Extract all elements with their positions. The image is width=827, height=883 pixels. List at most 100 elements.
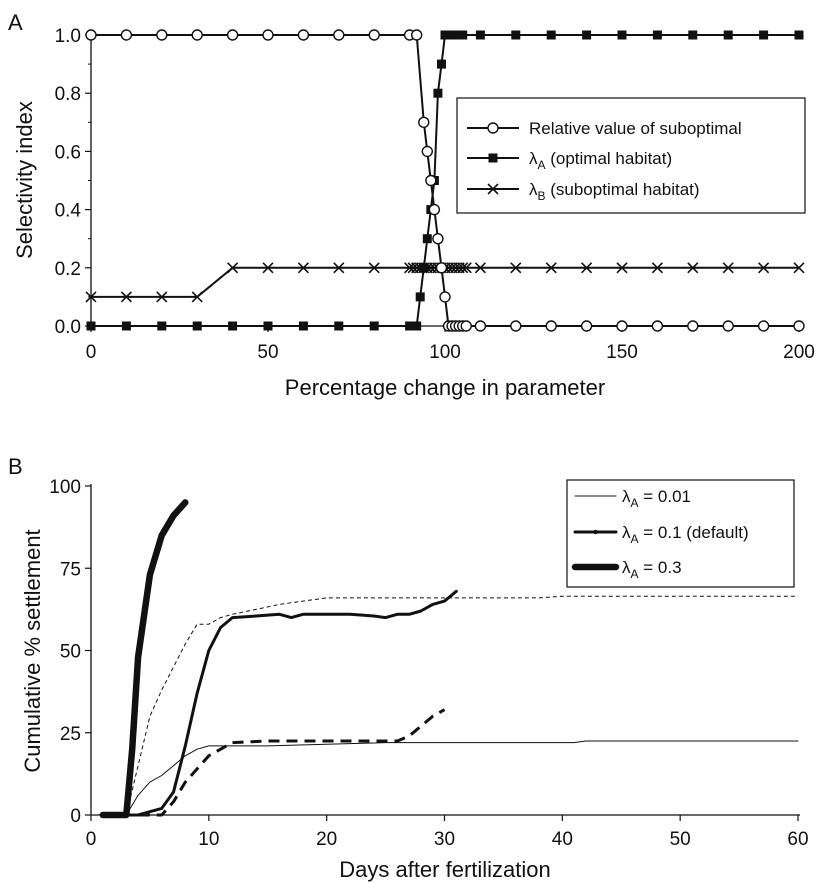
panel-a-data-point [511,30,521,40]
panel-a-data-point [425,174,437,187]
panel-a-legend-label: Relative value of suboptimal [529,119,742,138]
panel-a-data-point [156,291,168,303]
panel-a-data-point [297,29,310,41]
panel-a-legend-label: λA (optimal habitat) [529,149,672,172]
panel-b-y-tick-label: 100 [49,477,81,498]
panel-a-data-point [545,262,557,274]
panel-a-data-point [412,321,422,331]
panel-a-data-point [475,30,485,40]
panel-a-data-point [191,291,203,303]
panel-a-data-point [582,30,592,40]
panel-b: B Cumulative % settlement Days after fer… [8,454,809,882]
panel-b-series-line-0 [102,740,799,816]
panel-b-x-tick-label: 40 [552,829,573,850]
panel-a-data-point [581,262,593,274]
panel-a: A Selectivity index Percentage change in… [8,10,815,400]
panel-a-data-point [758,262,770,274]
panel-a-data-point [333,262,345,274]
panel-a-data-point [334,321,344,331]
panel-a-series [85,29,805,332]
panel-a-data-point [262,29,274,41]
panel-a-data-point [120,291,132,303]
panel-a-data-point [368,262,380,274]
panel-a-data-point [435,262,448,274]
panel-b-x-tick-label: 0 [86,829,97,850]
panel-a-legend-label-text: (suboptimal habitat) [546,180,700,199]
panel-a-data-point [457,262,469,274]
panel-a-x-tick-label: 100 [429,342,461,363]
panel-a-y-tick-label: 1.0 [55,26,81,47]
panel-a-data-point [415,292,425,302]
panel-a-data-point [439,291,451,303]
panel-a-y-tick-label: 0.2 [55,259,81,280]
panel-b-legend-dot [593,529,598,535]
panel-a-data-point [298,321,308,331]
panel-a-y-tick-label: 0.6 [55,142,81,163]
panel-b-legend-label-text: = 0.1 (default) [639,523,749,542]
panel-a-x-tick-label: 200 [783,342,815,363]
panel-b-x-tick-label: 60 [787,829,808,850]
panel-a-data-point [85,291,97,303]
panel-a-data-point [793,320,805,332]
panel-a-data-point [688,30,698,40]
panel-a-data-point [433,88,443,98]
panel-a-data-point [419,263,429,273]
panel-a-data-point [616,320,628,332]
panel-a-data-point [652,30,662,40]
panel-a-data-point [474,262,486,274]
panel-a-data-point [651,262,663,274]
panel-b-x-tick-label: 30 [434,829,455,850]
panel-a-legend-box [456,97,806,214]
panel-b-label: B [8,454,23,479]
panel-a-legend-label-symbol: λ [529,149,538,168]
panel-a-data-point [192,321,202,331]
panel-b-legend-label-subscript: A [631,496,639,510]
panel-a-series-1 [86,30,804,331]
panel-a-data-point [546,30,556,40]
panel-a-data-point [368,29,380,41]
panel-a-data-point [616,262,628,274]
panel-a-data-point [794,30,804,40]
panel-a-data-point [757,320,770,332]
panel-a-y-axis-label: Selectivity index [12,101,37,259]
panel-b-legend-label-symbol: λ [622,487,631,506]
panel-b-legend-label-text: = 0.01 [639,487,691,506]
panel-a-data-point [120,29,133,41]
panel-a-data-point [428,203,441,216]
panel-a-data-point [617,30,627,40]
panel-a-data-point [410,29,423,41]
panel-b-x-tick-label: 20 [316,829,337,850]
panel-a-data-point [86,321,96,331]
panel-a-legend: Relative value of suboptimal λA (optimal … [456,97,806,214]
panel-a-legend-rows: Relative value of suboptimal λA (optimal … [467,119,742,203]
panel-b-legend-label-text: = 0.3 [639,558,682,577]
panel-a-data-point [262,262,274,274]
panel-b-series [99,499,799,819]
panel-a-series-line [91,34,799,327]
panel-a-data-point [333,29,345,41]
panel-a-data-point [545,320,557,332]
panel-b-y-tick-label: 0 [70,806,81,827]
panel-a-data-point [722,320,734,332]
panel-a-y-tick-label: 0.8 [55,84,81,105]
panel-a-data-point [422,234,432,244]
panel-b-series-line-2 [101,589,458,817]
panel-a-legend-label-subscript: A [538,158,546,172]
panel-b-y-tick-label: 75 [60,559,81,580]
panel-a-data-point [510,262,522,274]
panel-a-data-point [687,320,699,332]
panel-a-data-point [157,321,167,331]
panel-a-data-point [432,232,444,245]
panel-a-y-tick-label: 0.4 [55,201,82,222]
panel-b-legend-label-symbol: λ [622,523,631,542]
panel-b-legend-label-symbol: λ [622,558,631,577]
panel-a-data-point [510,320,522,332]
panel-a-legend-label: λB (suboptimal habitat) [529,180,700,203]
panel-a-legend-marker [488,153,498,163]
panel-a-x-axis-label: Percentage change in parameter [285,375,605,400]
panel-b-legend-label: λA = 0.01 [622,487,691,510]
panel-b-y-tick-label: 50 [60,642,81,663]
panel-a-data-point [228,321,238,331]
